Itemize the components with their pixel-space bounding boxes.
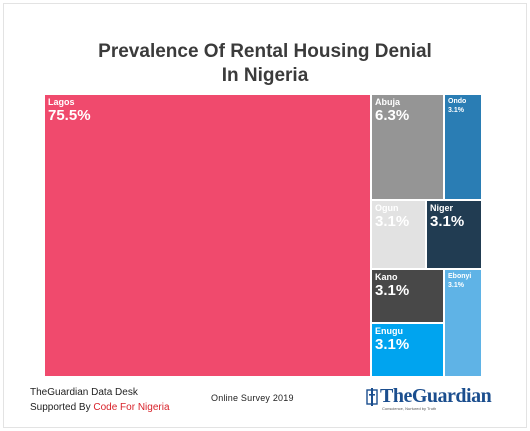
logo-tagline: Conscience, Nurtured by Truth [382,406,437,411]
treemap-tile-kano[interactable]: Kano 3.1% [371,269,444,323]
treemap: Lagos 75.5% Abuja 6.3% Ondo 3.1% Ogun 3.1% Niger… [44,94,482,377]
chart-title-line-2: In Nigeria [221,65,309,86]
treemap-tile-ebonyi[interactable]: Ebonyi 3.1% [444,269,482,377]
credits-line-1: TheGuardian Data Desk [30,387,138,398]
chart-title-line-1: Prevalence Of Rental Housing Denial [98,41,432,62]
credits-line-2: Supported By Code For Nigeria [30,400,170,415]
guardian-emblem-icon [366,388,378,406]
treemap-tile-niger[interactable]: Niger 3.1% [426,200,482,269]
tile-label-ondo: Ondo [448,98,467,105]
credits-supported-by: Supported By [30,402,94,413]
tile-value-abuja: 6.3% [375,107,410,124]
source-note: Online Survey 2019 [211,393,294,403]
treemap-tile-ondo[interactable]: Ondo 3.1% [444,94,482,200]
chart-title: Prevalence Of Rental Housing Denial In N… [0,40,530,88]
treemap-tile-enugu[interactable]: Enugu 3.1% [371,323,444,377]
tile-value-lagos: 75.5% [48,107,91,124]
logo-wordmark: TheGuardian [380,385,492,407]
tile-value-ondo: 3.1% [448,107,464,114]
treemap-tile-lagos[interactable]: Lagos 75.5% [44,94,371,377]
tile-label-ebonyi: Ebonyi [448,273,472,280]
tile-label-kano: Kano [375,272,398,282]
code-for-nigeria-link[interactable]: Code For Nigeria [93,402,170,413]
the-guardian-logo: TheGuardian Conscience, Nurtured by Trut… [366,385,492,415]
treemap-tile-abuja[interactable]: Abuja 6.3% [371,94,444,200]
tile-label-enugu: Enugu [375,326,403,336]
credits: TheGuardian Data Desk Supported By Code … [30,385,170,415]
tile-value-niger: 3.1% [430,213,465,230]
tile-label-abuja: Abuja [375,97,401,107]
tile-label-niger: Niger [430,203,454,213]
tile-label-ogun: Ogun [375,203,399,213]
tile-value-ebonyi: 3.1% [448,282,464,289]
tile-value-enugu: 3.1% [375,336,410,353]
tile-value-kano: 3.1% [375,282,410,299]
treemap-tile-ogun[interactable]: Ogun 3.1% [371,200,426,269]
tile-label-lagos: Lagos [48,97,75,107]
tile-value-ogun: 3.1% [375,213,410,230]
